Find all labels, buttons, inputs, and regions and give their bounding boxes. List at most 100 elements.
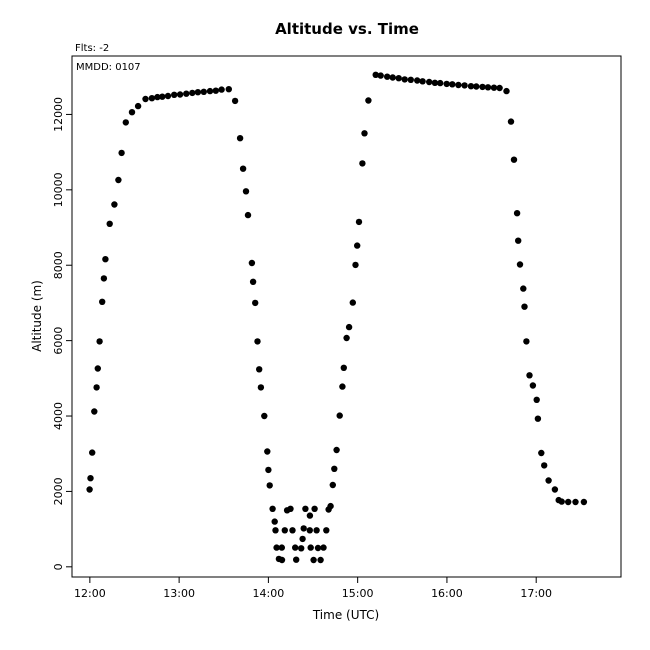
y-tick-label: 4000 [52,402,65,430]
data-point [323,527,330,534]
data-point [449,81,456,88]
y-tick-label: 10000 [52,172,65,207]
data-point [102,256,109,263]
data-point [281,527,288,534]
data-point [200,88,207,96]
x-tick-label: 17:00 [520,587,552,600]
data-point [89,449,96,456]
data-point [320,544,327,551]
data-point [339,383,346,390]
data-point [91,408,98,415]
data-point [521,303,528,310]
data-point [278,556,286,564]
data-point [437,79,444,87]
data-point [580,498,588,506]
data-point [541,462,548,469]
data-point [526,372,533,379]
data-point [148,95,156,102]
data-point [289,527,296,534]
data-point [545,477,552,484]
data-point [254,338,261,345]
data-point [206,87,214,95]
data-point [352,261,359,269]
data-point [298,545,305,552]
data-point [292,544,299,551]
data-point [354,242,361,249]
y-tick-label: 2000 [52,477,65,505]
data-point [212,87,219,94]
data-point [401,76,408,83]
x-axis: 12:00 13:00 14:00 15:00 16:00 17:00 [74,576,552,600]
data-point [455,81,462,89]
data-point [317,556,324,564]
data-point [329,481,336,489]
data-point [248,259,256,267]
data-point [302,505,309,512]
data-point [377,72,384,79]
flights-annotation: Flts: -2 [75,43,109,54]
y-tick-label: 8000 [52,251,65,279]
data-point [306,527,313,534]
data-point [154,93,161,101]
data-point [134,102,142,110]
data-point [231,97,239,105]
data-point [565,498,572,506]
data-points [86,71,588,564]
data-point [271,518,278,525]
y-axis-label: Altitude (m) [30,280,44,352]
data-point [225,86,232,93]
y-tick-label: 0 [52,563,65,570]
data-point [523,338,530,345]
data-point [503,87,510,95]
data-point [111,201,118,208]
data-point [115,176,122,184]
data-point [272,527,279,534]
data-point [96,338,103,345]
data-point [384,73,391,80]
data-point [340,364,347,371]
data-point [183,90,190,97]
data-point [349,299,356,306]
y-axis: 0 2000 4000 6000 8000 10000 12000 [52,97,73,570]
data-point [189,89,196,97]
data-point [176,91,184,98]
data-point [496,84,503,92]
x-tick-label: 14:00 [253,587,285,600]
data-point [86,486,93,493]
data-point [265,466,272,474]
data-point [142,95,149,103]
data-point [529,382,537,389]
data-point [311,505,318,512]
data-point [100,275,108,282]
data-point [355,218,363,226]
data-point [287,505,294,512]
x-tick-label: 15:00 [342,587,374,600]
data-point [534,415,542,422]
data-point [266,482,273,489]
data-point [314,544,322,552]
data-point [520,285,527,292]
data-point [249,278,257,285]
data-point [461,82,468,89]
data-point [106,220,113,227]
data-point [407,76,414,84]
data-point [310,556,317,564]
data-point [419,78,426,85]
data-point [299,535,306,543]
chart-title: Altitude vs. Time [275,20,419,38]
data-point [93,384,100,391]
data-point [510,156,518,163]
data-point [551,486,559,493]
data-point [533,396,540,403]
data-point [389,74,396,81]
data-point [236,135,244,142]
x-axis-label: Time (UTC) [312,608,379,622]
data-point [343,334,350,342]
data-point [572,498,579,506]
data-point [333,446,340,454]
data-point [269,505,276,512]
data-point [507,118,515,125]
data-point [426,78,433,86]
data-point [484,84,492,91]
